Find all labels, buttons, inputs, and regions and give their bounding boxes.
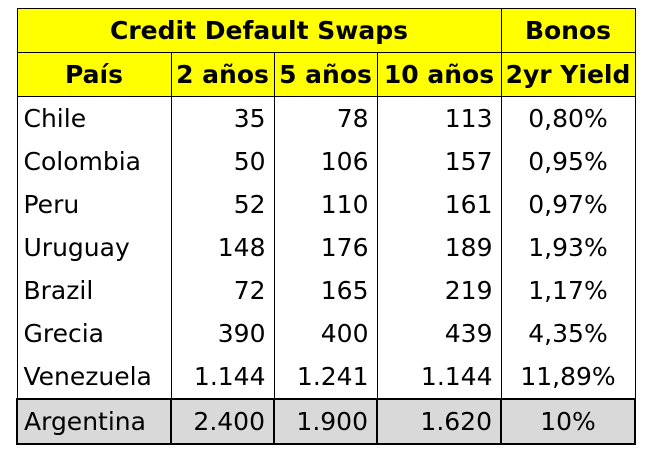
table-row: Argentina 2.400 1.900 1.620 10%	[16, 398, 636, 445]
cds-10y-cell: 219	[376, 269, 502, 312]
cds-5y-cell: 110	[273, 183, 378, 226]
cds-5y-cell: 106	[273, 140, 378, 183]
yield-2y-cell: 0,97%	[500, 183, 636, 226]
cds-2y-cell: 148	[170, 226, 275, 269]
cds-10y-cell: 1.144	[376, 355, 502, 400]
bonds-group-header: Bonos	[500, 8, 636, 53]
cds-2y-cell: 1.144	[170, 355, 275, 400]
yield-2y-cell: 1,17%	[500, 269, 636, 312]
cds-5y-cell: 1.241	[273, 355, 378, 400]
cds-2y-cell: 2.400	[170, 398, 275, 445]
cds-table: Credit Default Swaps Bonos País 2 años 5…	[16, 8, 636, 445]
country-cell: Uruguay	[16, 226, 172, 269]
cds-5y-cell: 78	[273, 96, 378, 140]
yield-2y-cell: 0,80%	[500, 96, 636, 140]
country-cell: Brazil	[16, 269, 172, 312]
table-row: Uruguay 148 176 189 1,93%	[16, 226, 636, 269]
country-cell: Argentina	[16, 398, 172, 445]
column-header-row: País 2 años 5 años 10 años 2yr Yield	[16, 52, 636, 97]
cds-5y-cell: 176	[273, 226, 378, 269]
table-row: Brazil 72 165 219 1,17%	[16, 269, 636, 312]
country-cell: Venezuela	[16, 355, 172, 400]
table-row: Peru 52 110 161 0,97%	[16, 183, 636, 226]
cds-2y-cell: 35	[170, 96, 275, 140]
yield-2y-cell: 1,93%	[500, 226, 636, 269]
cds-10y-cell: 1.620	[376, 398, 502, 445]
table-row: Venezuela 1.144 1.241 1.144 11,89%	[16, 355, 636, 400]
cds-2y-cell: 52	[170, 183, 275, 226]
table-row: Grecia 390 400 439 4,35%	[16, 312, 636, 355]
cds-5y-cell: 400	[273, 312, 378, 355]
table-row: Colombia 50 106 157 0,95%	[16, 140, 636, 183]
cds-5y-cell: 165	[273, 269, 378, 312]
country-cell: Peru	[16, 183, 172, 226]
table-body: Chile 35 78 113 0,80% Colombia 50 106 157 0,95% Pe…	[16, 96, 636, 445]
col-header-yield: 2yr Yield	[500, 52, 636, 97]
cds-10y-cell: 439	[376, 312, 502, 355]
cds-10y-cell: 113	[376, 96, 502, 140]
country-cell: Chile	[16, 96, 172, 140]
cds-10y-cell: 157	[376, 140, 502, 183]
country-cell: Grecia	[16, 312, 172, 355]
cds-2y-cell: 72	[170, 269, 275, 312]
cds-10y-cell: 189	[376, 226, 502, 269]
yield-2y-cell: 10%	[500, 398, 636, 445]
col-header-10y: 10 años	[376, 52, 502, 97]
table-row: Chile 35 78 113 0,80%	[16, 96, 636, 140]
col-header-2y: 2 años	[170, 52, 275, 97]
cds-2y-cell: 50	[170, 140, 275, 183]
col-header-country: País	[16, 52, 172, 97]
cds-group-header: Credit Default Swaps	[16, 8, 502, 53]
country-cell: Colombia	[16, 140, 172, 183]
yield-2y-cell: 4,35%	[500, 312, 636, 355]
group-header-row: Credit Default Swaps Bonos	[16, 8, 636, 53]
yield-2y-cell: 0,95%	[500, 140, 636, 183]
cds-2y-cell: 390	[170, 312, 275, 355]
cds-10y-cell: 161	[376, 183, 502, 226]
cds-5y-cell: 1.900	[273, 398, 378, 445]
yield-2y-cell: 11,89%	[500, 355, 636, 400]
col-header-5y: 5 años	[273, 52, 378, 97]
